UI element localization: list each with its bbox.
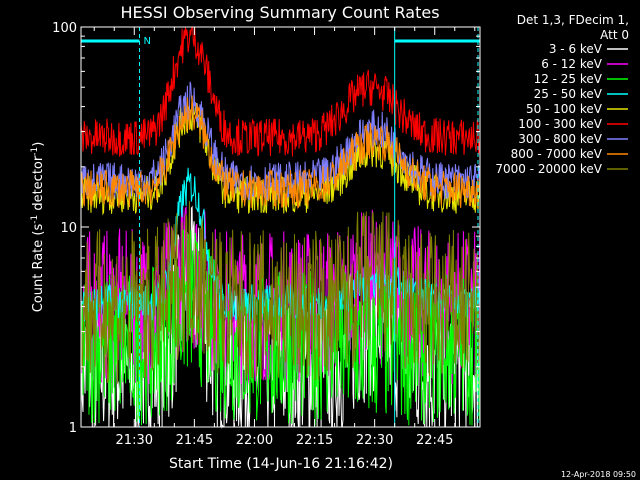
datestamp: 12-Apr-2018 09:50 (561, 470, 636, 479)
x-tick-label: 22:45 (416, 433, 453, 448)
legend-entry-label: 12 - 25 keV (534, 72, 603, 86)
y-tick-label: 100 (52, 21, 77, 36)
legend-entry-label: 3 - 6 keV (549, 42, 603, 56)
legend-entry-label: 100 - 300 keV (518, 117, 602, 131)
series-layer (80, 25, 481, 429)
series-line (80, 200, 481, 384)
legend-entry-label: 6 - 12 keV (541, 57, 603, 71)
ticks-layer: 1 10 100 21:30 21:45 22:00 22:15 22:30 22:45 (52, 21, 480, 448)
legend-header-line-1: Det 1,3, FDecim 1, (517, 13, 629, 27)
x-tick-label: 22:00 (236, 433, 273, 448)
legend-header-line-2: Att 0 (600, 28, 629, 42)
y-axis-label: Count Rate (s-1 detector-1) (30, 142, 46, 313)
night-marker-label: N (143, 36, 150, 47)
x-tick-label: 21:30 (116, 433, 153, 448)
legend-entry-label: 800 - 7000 keV (511, 147, 603, 161)
legend-entry-label: 50 - 100 keV (526, 102, 603, 116)
series-line (80, 95, 481, 209)
x-tick-label: 21:45 (176, 433, 213, 448)
legend-entry-label: 300 - 800 keV (518, 132, 602, 146)
x-tick-label: 22:15 (296, 433, 333, 448)
chart-title: HESSI Observing Summary Count Rates (120, 3, 439, 22)
x-tick-label: 22:30 (356, 433, 393, 448)
y-tick-label: 10 (60, 221, 77, 236)
legend-entry-label: 25 - 50 keV (534, 87, 603, 101)
y-tick-label: 1 (69, 421, 77, 436)
x-axis-label: Start Time (14-Jun-16 21:16:42) (169, 456, 393, 472)
series-line (80, 25, 481, 157)
legend-entry-label: 7000 - 20000 keV (495, 162, 602, 176)
